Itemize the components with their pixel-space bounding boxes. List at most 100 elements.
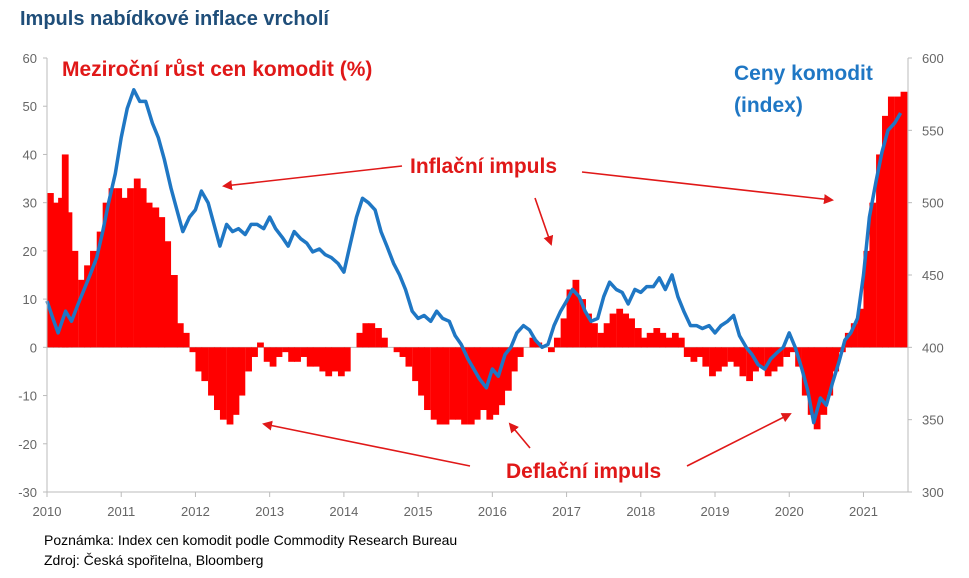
- bar: [807, 347, 815, 415]
- right-axis-annotation-line1: Ceny komodit: [734, 62, 873, 85]
- bar: [214, 347, 221, 411]
- bar: [628, 318, 635, 348]
- inflation-arrow: [581, 171, 834, 205]
- deflation-arrow: [686, 413, 792, 467]
- bar: [412, 347, 419, 382]
- bar: [399, 347, 407, 357]
- bar: [813, 347, 821, 430]
- bar: [486, 347, 494, 420]
- bar: [876, 154, 883, 348]
- bar: [343, 347, 351, 372]
- x-tick-label: 2019: [701, 504, 730, 519]
- index-line: [45, 88, 903, 425]
- left-tick-label: -20: [18, 437, 37, 452]
- right-tick-label: 600: [922, 51, 944, 66]
- bar: [139, 188, 147, 348]
- bar: [257, 342, 264, 348]
- bar: [510, 347, 518, 372]
- bar: [115, 188, 123, 348]
- bar: [232, 347, 240, 415]
- deflation-arrow: [508, 422, 531, 449]
- bar: [325, 347, 333, 377]
- bar: [449, 347, 457, 420]
- bar: [548, 347, 555, 353]
- bar: [869, 202, 877, 348]
- bar: [516, 347, 524, 357]
- bar: [461, 347, 468, 425]
- right-tick-label: 550: [922, 123, 944, 138]
- right-axis-annotation-line2: (index): [734, 94, 803, 117]
- bar: [776, 347, 784, 367]
- bar: [702, 347, 710, 367]
- bar: [900, 91, 908, 348]
- left-tick-label: -10: [18, 389, 37, 404]
- bar: [857, 308, 865, 348]
- bar: [609, 313, 617, 348]
- note-text: Poznámka: Index cen komodit podle Commod…: [44, 532, 458, 548]
- bar: [375, 328, 382, 348]
- x-tick-label: 2020: [775, 504, 804, 519]
- bar: [442, 347, 450, 425]
- bar: [331, 347, 339, 372]
- bar: [887, 96, 895, 348]
- bar: [208, 347, 215, 396]
- bar: [659, 332, 667, 348]
- bar: [560, 318, 568, 348]
- x-tick-label: 2012: [181, 504, 210, 519]
- bar: [58, 197, 65, 348]
- bar: [282, 347, 290, 353]
- bar: [393, 347, 401, 353]
- bar: [677, 337, 685, 348]
- bar: [275, 347, 283, 357]
- bar: [337, 347, 345, 377]
- left-tick-label: 50: [23, 99, 37, 114]
- bar: [424, 347, 431, 411]
- bar: [436, 347, 444, 425]
- left-tick-label: 0: [30, 340, 37, 355]
- bar: [579, 299, 586, 348]
- bar: [263, 347, 271, 362]
- right-tick-label: 350: [922, 413, 944, 428]
- bar: [820, 347, 828, 415]
- annotations: Meziroční růst cen komodit (%) Inflační i…: [62, 58, 873, 483]
- bar: [622, 313, 630, 348]
- right-tick-label: 300: [922, 485, 944, 500]
- bar: [78, 279, 85, 348]
- bar: [665, 337, 673, 348]
- x-tick-label: 2013: [255, 504, 284, 519]
- bar: [646, 332, 654, 348]
- bar: [733, 347, 741, 367]
- bar: [288, 347, 296, 362]
- bar: [164, 241, 172, 348]
- right-tick-label: 500: [922, 196, 944, 211]
- inflation-arrow: [222, 165, 403, 191]
- bar: [52, 202, 60, 348]
- bar: [430, 347, 438, 420]
- left-tick-label: 20: [23, 244, 37, 259]
- bar: [195, 347, 203, 372]
- bar-series: [47, 91, 908, 430]
- bar: [690, 347, 698, 362]
- inflation-arrow: [534, 197, 554, 246]
- chart-svg: 6050403020100-10-20-30600550500450400350…: [18, 51, 944, 519]
- bar: [121, 197, 129, 348]
- bar: [671, 332, 679, 348]
- bar: [300, 347, 308, 357]
- bar: [492, 347, 500, 415]
- bar: [189, 347, 197, 353]
- bar: [653, 328, 661, 348]
- bar: [640, 337, 648, 348]
- x-tick-label: 2017: [552, 504, 581, 519]
- x-tick-label: 2015: [404, 504, 433, 519]
- right-tick-label: 400: [922, 340, 944, 355]
- bar: [727, 347, 735, 362]
- bar: [219, 347, 227, 420]
- bar: [715, 347, 722, 372]
- bar: [832, 347, 840, 372]
- left-tick-label: 40: [23, 147, 37, 162]
- bar: [616, 308, 624, 348]
- bar: [603, 323, 611, 348]
- bar: [709, 347, 716, 377]
- x-tick-label: 2021: [849, 504, 878, 519]
- bar: [683, 347, 691, 357]
